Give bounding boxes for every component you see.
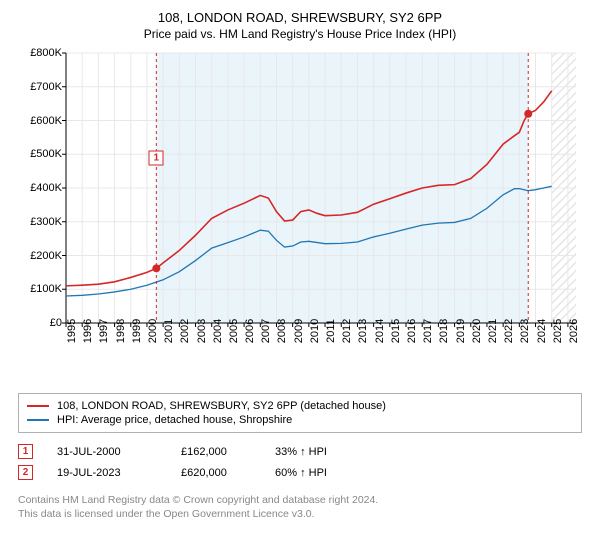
transaction-hpi: 60% ↑ HPI [275, 467, 345, 479]
legend-swatch [27, 419, 49, 421]
transaction-marker-2: 2 [18, 465, 33, 480]
x-axis-tick-label: 2002 [179, 319, 191, 343]
transaction-price: £620,000 [181, 467, 251, 479]
y-axis-tick-label: £400K [18, 182, 62, 194]
x-axis-tick-label: 2026 [568, 319, 580, 343]
x-axis-tick-label: 2000 [147, 319, 159, 343]
y-axis-tick-label: £0 [18, 317, 62, 329]
y-axis-tick-label: £100K [18, 283, 62, 295]
x-axis-tick-label: 2005 [228, 319, 240, 343]
x-axis-tick-label: 2007 [260, 319, 272, 343]
transaction-date: 19-JUL-2023 [57, 467, 157, 479]
x-axis-tick-label: 2010 [309, 319, 321, 343]
x-axis-tick-label: 2013 [357, 319, 369, 343]
transaction-row: 2 19-JUL-2023 £620,000 60% ↑ HPI [18, 462, 582, 483]
legend-swatch [27, 405, 49, 407]
x-axis-tick-label: 2023 [519, 319, 531, 343]
x-axis-tick-label: 2003 [196, 319, 208, 343]
chart-title-address: 108, LONDON ROAD, SHREWSBURY, SY2 6PP [18, 10, 582, 25]
y-axis-tick-label: £700K [18, 81, 62, 93]
x-axis-tick-label: 2025 [552, 319, 564, 343]
x-axis-tick-label: 1996 [82, 319, 94, 343]
x-axis-tick-label: 2012 [341, 319, 353, 343]
footer-attribution: Contains HM Land Registry data © Crown c… [18, 493, 582, 521]
x-axis-tick-label: 2001 [163, 319, 175, 343]
y-axis-tick-label: £300K [18, 216, 62, 228]
y-axis-tick-label: £200K [18, 250, 62, 262]
legend-item: HPI: Average price, detached house, Shro… [27, 413, 573, 427]
y-axis-tick-label: £500K [18, 148, 62, 160]
transaction-table: 1 31-JUL-2000 £162,000 33% ↑ HPI 2 19-JUL-202… [18, 441, 582, 483]
y-axis-tick-label: £800K [18, 47, 62, 59]
transaction-date: 31-JUL-2000 [57, 446, 157, 458]
legend-item: 108, LONDON ROAD, SHREWSBURY, SY2 6PP (d… [27, 399, 573, 413]
x-axis-tick-label: 2008 [276, 319, 288, 343]
x-axis-tick-label: 1997 [98, 319, 110, 343]
legend-label: HPI: Average price, detached house, Shro… [57, 414, 292, 426]
footer-line-1: Contains HM Land Registry data © Crown c… [18, 493, 582, 507]
transaction-hpi: 33% ↑ HPI [275, 446, 345, 458]
x-axis-tick-label: 1995 [66, 319, 78, 343]
legend-box: 108, LONDON ROAD, SHREWSBURY, SY2 6PP (d… [18, 393, 582, 433]
legend-label: 108, LONDON ROAD, SHREWSBURY, SY2 6PP (d… [57, 400, 386, 412]
x-axis-tick-label: 2009 [293, 319, 305, 343]
x-axis-tick-label: 2006 [244, 319, 256, 343]
x-axis-tick-label: 1999 [131, 319, 143, 343]
x-axis-tick-label: 2019 [455, 319, 467, 343]
transaction-marker-1: 1 [18, 444, 33, 459]
transaction-row: 1 31-JUL-2000 £162,000 33% ↑ HPI [18, 441, 582, 462]
x-axis-tick-label: 2024 [536, 319, 548, 343]
x-axis-tick-label: 2016 [406, 319, 418, 343]
footer-line-2: This data is licensed under the Open Gov… [18, 507, 582, 521]
x-axis-tick-label: 2020 [471, 319, 483, 343]
transaction-price: £162,000 [181, 446, 251, 458]
chart-title-sub: Price paid vs. HM Land Registry's House … [18, 27, 582, 41]
x-axis-tick-label: 2022 [503, 319, 515, 343]
x-axis-tick-label: 2015 [390, 319, 402, 343]
chart-marker-1: 1 [149, 151, 164, 166]
x-axis-tick-label: 2021 [487, 319, 499, 343]
y-axis-tick-label: £600K [18, 115, 62, 127]
chart-container: { "title_line1": "108, LONDON ROAD, SHRE… [0, 0, 600, 529]
x-axis-tick-label: 2018 [438, 319, 450, 343]
x-axis-tick-label: 2017 [422, 319, 434, 343]
x-axis-tick-label: 2014 [374, 319, 386, 343]
x-axis-tick-label: 1998 [115, 319, 127, 343]
chart-plot-area: £0 £100K £200K £300K £400K £500K £600K £700K £80… [18, 47, 582, 387]
x-axis-tick-label: 2004 [212, 319, 224, 343]
x-axis-tick-label: 2011 [325, 319, 337, 343]
